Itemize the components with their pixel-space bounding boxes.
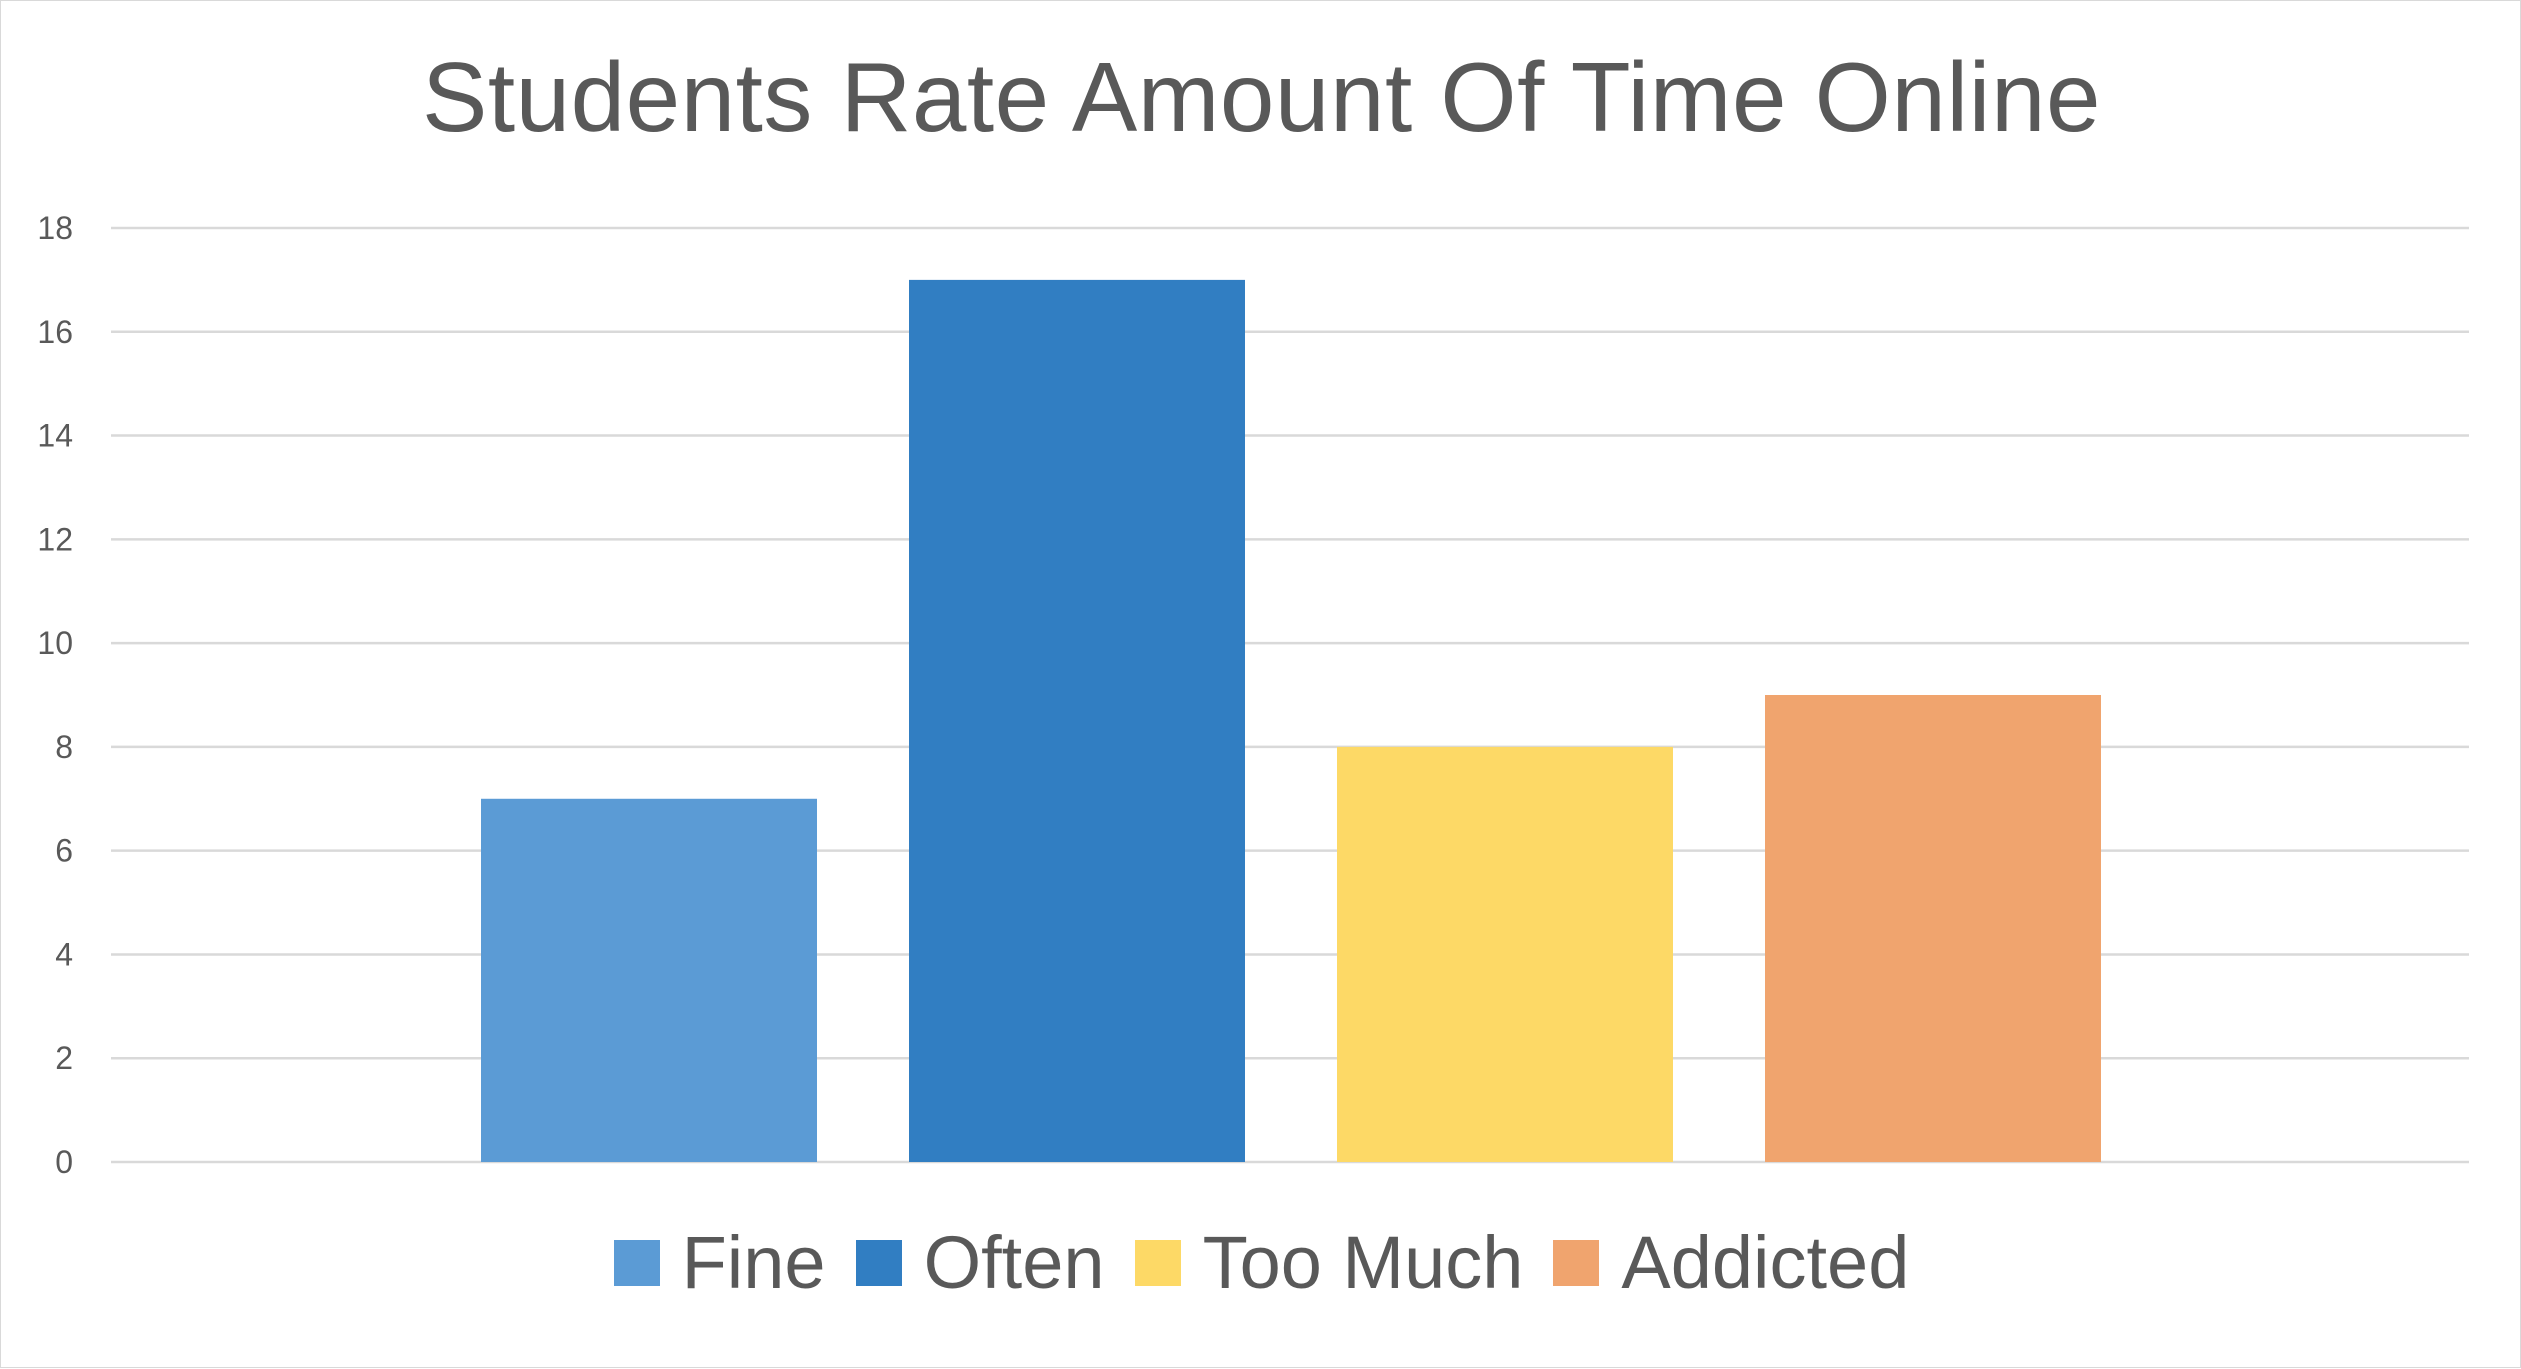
legend-item-often: Often xyxy=(855,1221,1105,1304)
chart-title: Students Rate Amount Of Time Online xyxy=(422,42,2101,152)
legend-swatch xyxy=(613,1240,660,1286)
y-tick-label: 14 xyxy=(37,418,73,454)
y-tick-label: 4 xyxy=(55,936,73,972)
y-tick-label: 12 xyxy=(37,521,73,557)
bar-addicted xyxy=(1765,695,2101,1162)
legend-swatch xyxy=(1553,1240,1600,1286)
y-tick-label: 0 xyxy=(55,1144,73,1180)
legend-item-too-much: Too Much xyxy=(1134,1221,1524,1304)
y-tick-label: 6 xyxy=(55,833,73,869)
y-tick-label: 16 xyxy=(37,314,73,350)
legend-label: Addicted xyxy=(1621,1221,1910,1304)
legend-label: Fine xyxy=(681,1221,826,1304)
legend-label: Often xyxy=(923,1221,1105,1304)
legend: Fine Often Too Much Addicted xyxy=(1,1226,2521,1300)
y-tick-label: 2 xyxy=(55,1040,73,1076)
y-tick-label: 18 xyxy=(37,210,73,246)
legend-swatch xyxy=(855,1240,902,1286)
y-tick-label: 10 xyxy=(37,625,73,661)
legend-item-fine: Fine xyxy=(613,1221,826,1304)
bar-too-much xyxy=(1337,746,1673,1162)
legend-label: Too Much xyxy=(1202,1221,1524,1304)
bar-often xyxy=(909,279,1245,1162)
legend-item-addicted: Addicted xyxy=(1553,1226,1909,1300)
bar-fine xyxy=(481,798,817,1162)
y-tick-label: 8 xyxy=(55,729,73,765)
legend-swatch xyxy=(1134,1240,1181,1286)
